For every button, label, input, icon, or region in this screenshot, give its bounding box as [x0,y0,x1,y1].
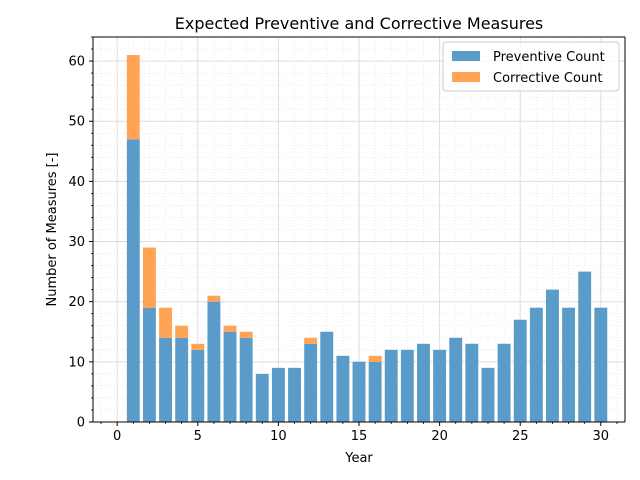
bar-preventive [449,337,463,422]
bar-preventive [142,307,156,422]
y-tick-label: 50 [68,115,85,130]
bar-corrective [175,325,189,338]
legend-box [442,41,620,92]
bars-group [126,55,608,422]
bar-corrective [142,247,156,308]
bar-preventive [368,361,382,422]
bar-preventive [578,271,592,422]
bar-preventive [465,343,479,422]
legend: Preventive Count Corrective Count [442,41,620,92]
y-tick-label: 10 [68,355,85,370]
bar-corrective [191,343,205,350]
legend-label-preventive: Preventive Count [493,50,605,65]
y-axis-label: Number of Measures [-] [45,152,60,306]
y-tick-label: 20 [68,295,85,310]
bar-preventive [497,343,511,422]
bar-preventive [433,349,447,422]
legend-label-corrective: Corrective Count [493,71,603,86]
y-tick-label: 0 [77,416,85,431]
legend-swatch-corrective [452,72,480,82]
chart-title: Expected Preventive and Corrective Measu… [175,14,544,33]
minor-grid [93,36,625,422]
y-tick-label: 60 [68,55,85,70]
x-tick-label: 0 [113,429,121,444]
bar-corrective [304,337,318,344]
bar-corrective [126,55,140,140]
x-tick-label: 5 [194,429,202,444]
bar-preventive [288,367,301,422]
bar-preventive [239,337,253,422]
bar-corrective [159,307,172,338]
x-tick-label: 20 [431,429,448,444]
x-axis-label: Year [344,451,373,466]
bar-preventive [546,289,559,422]
bar-preventive [271,367,285,422]
ticks-group: 0 5 10 15 20 25 30 0 10 20 30 40 50 60 [68,36,618,444]
bar-preventive [175,337,189,422]
legend-swatch-preventive [452,51,480,61]
bar-preventive [223,331,237,422]
bar-corrective [239,331,253,338]
bar-preventive [594,307,608,422]
x-tick-label: 25 [512,429,529,444]
bar-preventive [562,307,576,422]
bar-preventive [336,355,350,422]
bar-preventive [320,331,334,422]
bar-preventive [191,349,205,422]
y-tick-label: 40 [68,175,85,190]
bar-preventive [384,349,398,422]
bar-preventive [352,361,366,422]
bar-preventive [159,337,172,422]
bar-preventive [529,307,543,422]
bar-preventive [207,301,221,422]
bar-preventive [481,367,495,422]
x-tick-label: 10 [270,429,287,444]
bar-preventive [304,343,318,422]
bar-corrective [223,325,237,332]
bar-corrective [207,295,221,302]
y-tick-label: 30 [68,235,85,250]
bar-preventive [126,139,140,422]
bar-preventive [513,319,527,422]
bar-preventive [417,343,430,422]
bar-preventive [400,349,414,422]
bar-preventive [255,373,269,422]
bar-corrective [368,355,382,362]
x-tick-label: 30 [593,429,610,444]
x-tick-label: 15 [351,429,368,444]
